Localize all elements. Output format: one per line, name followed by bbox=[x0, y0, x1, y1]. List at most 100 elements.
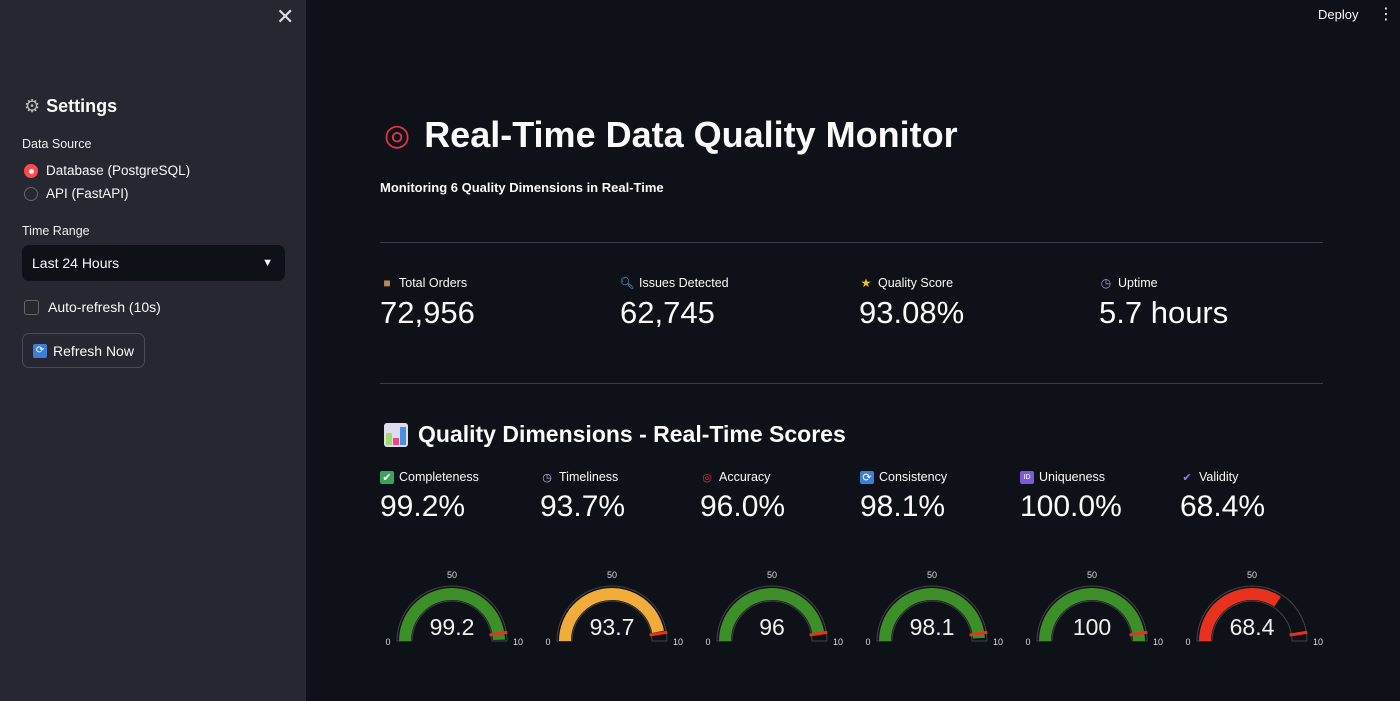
gauge-outline bbox=[1036, 585, 1148, 642]
gauge-outline-inner bbox=[731, 600, 813, 642]
metric-label: Issues Detected bbox=[639, 276, 729, 290]
dimension-label: Validity bbox=[1199, 470, 1239, 484]
page-title: ◎ Real-Time Data Quality Monitor bbox=[384, 114, 958, 156]
gauge-tick-label: 50 bbox=[607, 570, 617, 580]
gauge-threshold bbox=[1289, 630, 1308, 637]
gauge-bar bbox=[879, 588, 985, 642]
gauge-threshold bbox=[649, 630, 668, 637]
stopwatch-icon: ◷ bbox=[542, 471, 552, 484]
gauge-tick-label: 0 bbox=[385, 637, 390, 647]
gauge-bar bbox=[1199, 588, 1281, 642]
metric-quality-score: ★ Quality Score 93.08% bbox=[859, 276, 1089, 331]
gauge-threshold bbox=[809, 630, 828, 637]
section-title-text: Quality Dimensions - Real-Time Scores bbox=[418, 421, 846, 447]
gauge-outline-inner bbox=[571, 600, 653, 642]
gauge-value: 100 bbox=[1073, 614, 1111, 640]
time-range-select[interactable]: Last 24 Hours ▼ bbox=[22, 245, 285, 281]
gauge-tick-label: 50 bbox=[1087, 570, 1097, 580]
gauge-value: 99.2 bbox=[430, 614, 475, 640]
dimension-value: 100.0% bbox=[1020, 490, 1122, 523]
gear-icon: ⚙ bbox=[24, 96, 41, 116]
dimension-uniqueness: ID Uniqueness 100.0% bbox=[1020, 470, 1180, 524]
package-icon: ■ bbox=[383, 276, 391, 290]
metric-value: 5.7 hours bbox=[1099, 295, 1229, 330]
checkbox-icon bbox=[24, 299, 39, 315]
star-icon: ★ bbox=[860, 276, 872, 290]
deploy-button[interactable]: Deploy bbox=[1318, 7, 1359, 22]
gauge-tick-label: 10 bbox=[1313, 637, 1323, 647]
gauge-bar bbox=[399, 588, 505, 642]
section-title: Quality Dimensions - Real-Time Scores bbox=[384, 421, 846, 448]
kebab-menu-icon[interactable]: ⋮ bbox=[1378, 6, 1394, 23]
target-icon: ◎ bbox=[384, 118, 411, 152]
metric-label: Uptime bbox=[1118, 276, 1158, 290]
magnifier-icon: 🔍︎ bbox=[619, 276, 635, 290]
gauge-outline bbox=[876, 585, 988, 642]
gauge-value: 96 bbox=[759, 614, 785, 640]
gauge-value: 98.1 bbox=[910, 614, 955, 640]
radio-label: API (FastAPI) bbox=[46, 186, 129, 201]
sidebar: ✕ ⚙ Settings Data Source Database (Postgr… bbox=[0, 0, 306, 701]
refresh-icon: ⟳ bbox=[33, 343, 48, 358]
divider bbox=[380, 383, 1323, 384]
chevron-down-icon: ▼ bbox=[262, 257, 273, 269]
metric-total-orders: ■ Total Orders 72,956 bbox=[380, 276, 610, 331]
metric-issues-detected: 🔍︎ Issues Detected 62,745 bbox=[619, 276, 850, 331]
gauge-tick-label: 50 bbox=[767, 570, 777, 580]
check-icon: ✔ bbox=[380, 470, 394, 484]
gauge-outline-inner bbox=[1211, 600, 1293, 642]
gauge-tick-label: 10 bbox=[1153, 637, 1163, 647]
metric-label: Quality Score bbox=[878, 276, 954, 290]
gauge-tick-label: 0 bbox=[545, 637, 550, 647]
dimension-label: Consistency bbox=[879, 470, 948, 484]
refresh-icon: ⟳ bbox=[860, 470, 874, 484]
gauge-tick-label: 50 bbox=[927, 570, 937, 580]
metric-label: Total Orders bbox=[399, 276, 468, 290]
time-range-label: Time Range bbox=[22, 224, 90, 238]
bar-chart-icon bbox=[384, 422, 408, 447]
gauge-tick-label: 50 bbox=[1247, 570, 1257, 580]
divider bbox=[380, 242, 1323, 243]
dimension-accuracy: ◎ Accuracy 96.0% bbox=[700, 470, 860, 524]
dimension-label: Completeness bbox=[399, 470, 479, 484]
gauge-tick-label: 10 bbox=[833, 637, 843, 647]
dimension-completeness: ✔ Completeness 99.2% bbox=[380, 470, 540, 524]
time-range-value: Last 24 Hours bbox=[32, 255, 120, 271]
page-subtitle: Monitoring 6 Quality Dimensions in Real-… bbox=[380, 180, 664, 195]
metric-uptime: ◷ Uptime 5.7 hours bbox=[1099, 276, 1329, 331]
dimension-value: 93.7% bbox=[540, 490, 626, 523]
auto-refresh-checkbox[interactable]: Auto-refresh (10s) bbox=[24, 299, 161, 315]
radio-api[interactable]: API (FastAPI) bbox=[24, 186, 129, 201]
gauge-tick-label: 10 bbox=[673, 637, 683, 647]
auto-refresh-label: Auto-refresh (10s) bbox=[48, 299, 161, 315]
radio-label: Database (PostgreSQL) bbox=[46, 163, 191, 178]
checkmark-icon: ✔ bbox=[1182, 471, 1192, 484]
dimension-validity: ✔ Validity 68.4% bbox=[1180, 470, 1340, 524]
dimension-value: 68.4% bbox=[1180, 490, 1266, 523]
dimension-value: 96.0% bbox=[700, 490, 786, 523]
gauge-tick-label: 0 bbox=[865, 637, 870, 647]
radio-selected-icon bbox=[24, 163, 38, 178]
dimension-label: Uniqueness bbox=[1039, 470, 1106, 484]
metric-value: 93.08% bbox=[859, 295, 965, 330]
gauge-bar bbox=[559, 588, 664, 642]
gauge-tick-label: 10 bbox=[513, 637, 523, 647]
gauge-bar bbox=[719, 588, 825, 642]
gauge-value: 68.4 bbox=[1230, 614, 1275, 640]
dimension-timeliness: ◷ Timeliness 93.7% bbox=[540, 470, 700, 524]
gauge-outline-inner bbox=[1051, 600, 1133, 642]
data-source-label: Data Source bbox=[22, 137, 92, 151]
dimension-label: Timeliness bbox=[559, 470, 619, 484]
title-text: Real-Time Data Quality Monitor bbox=[424, 114, 958, 155]
gauge-outline-inner bbox=[411, 600, 493, 642]
gauge-tick-label: 50 bbox=[447, 570, 457, 580]
gauge-tick-label: 0 bbox=[1185, 637, 1190, 647]
gauge-threshold bbox=[489, 630, 508, 637]
dimension-value: 99.2% bbox=[380, 490, 466, 523]
id-icon: ID bbox=[1020, 470, 1034, 484]
gauge-outline bbox=[1196, 585, 1308, 642]
gauge-threshold bbox=[1129, 630, 1148, 637]
refresh-now-button[interactable]: ⟳ Refresh Now bbox=[22, 333, 145, 368]
close-sidebar-icon[interactable]: ✕ bbox=[276, 4, 295, 29]
radio-database[interactable]: Database (PostgreSQL) bbox=[24, 163, 190, 178]
